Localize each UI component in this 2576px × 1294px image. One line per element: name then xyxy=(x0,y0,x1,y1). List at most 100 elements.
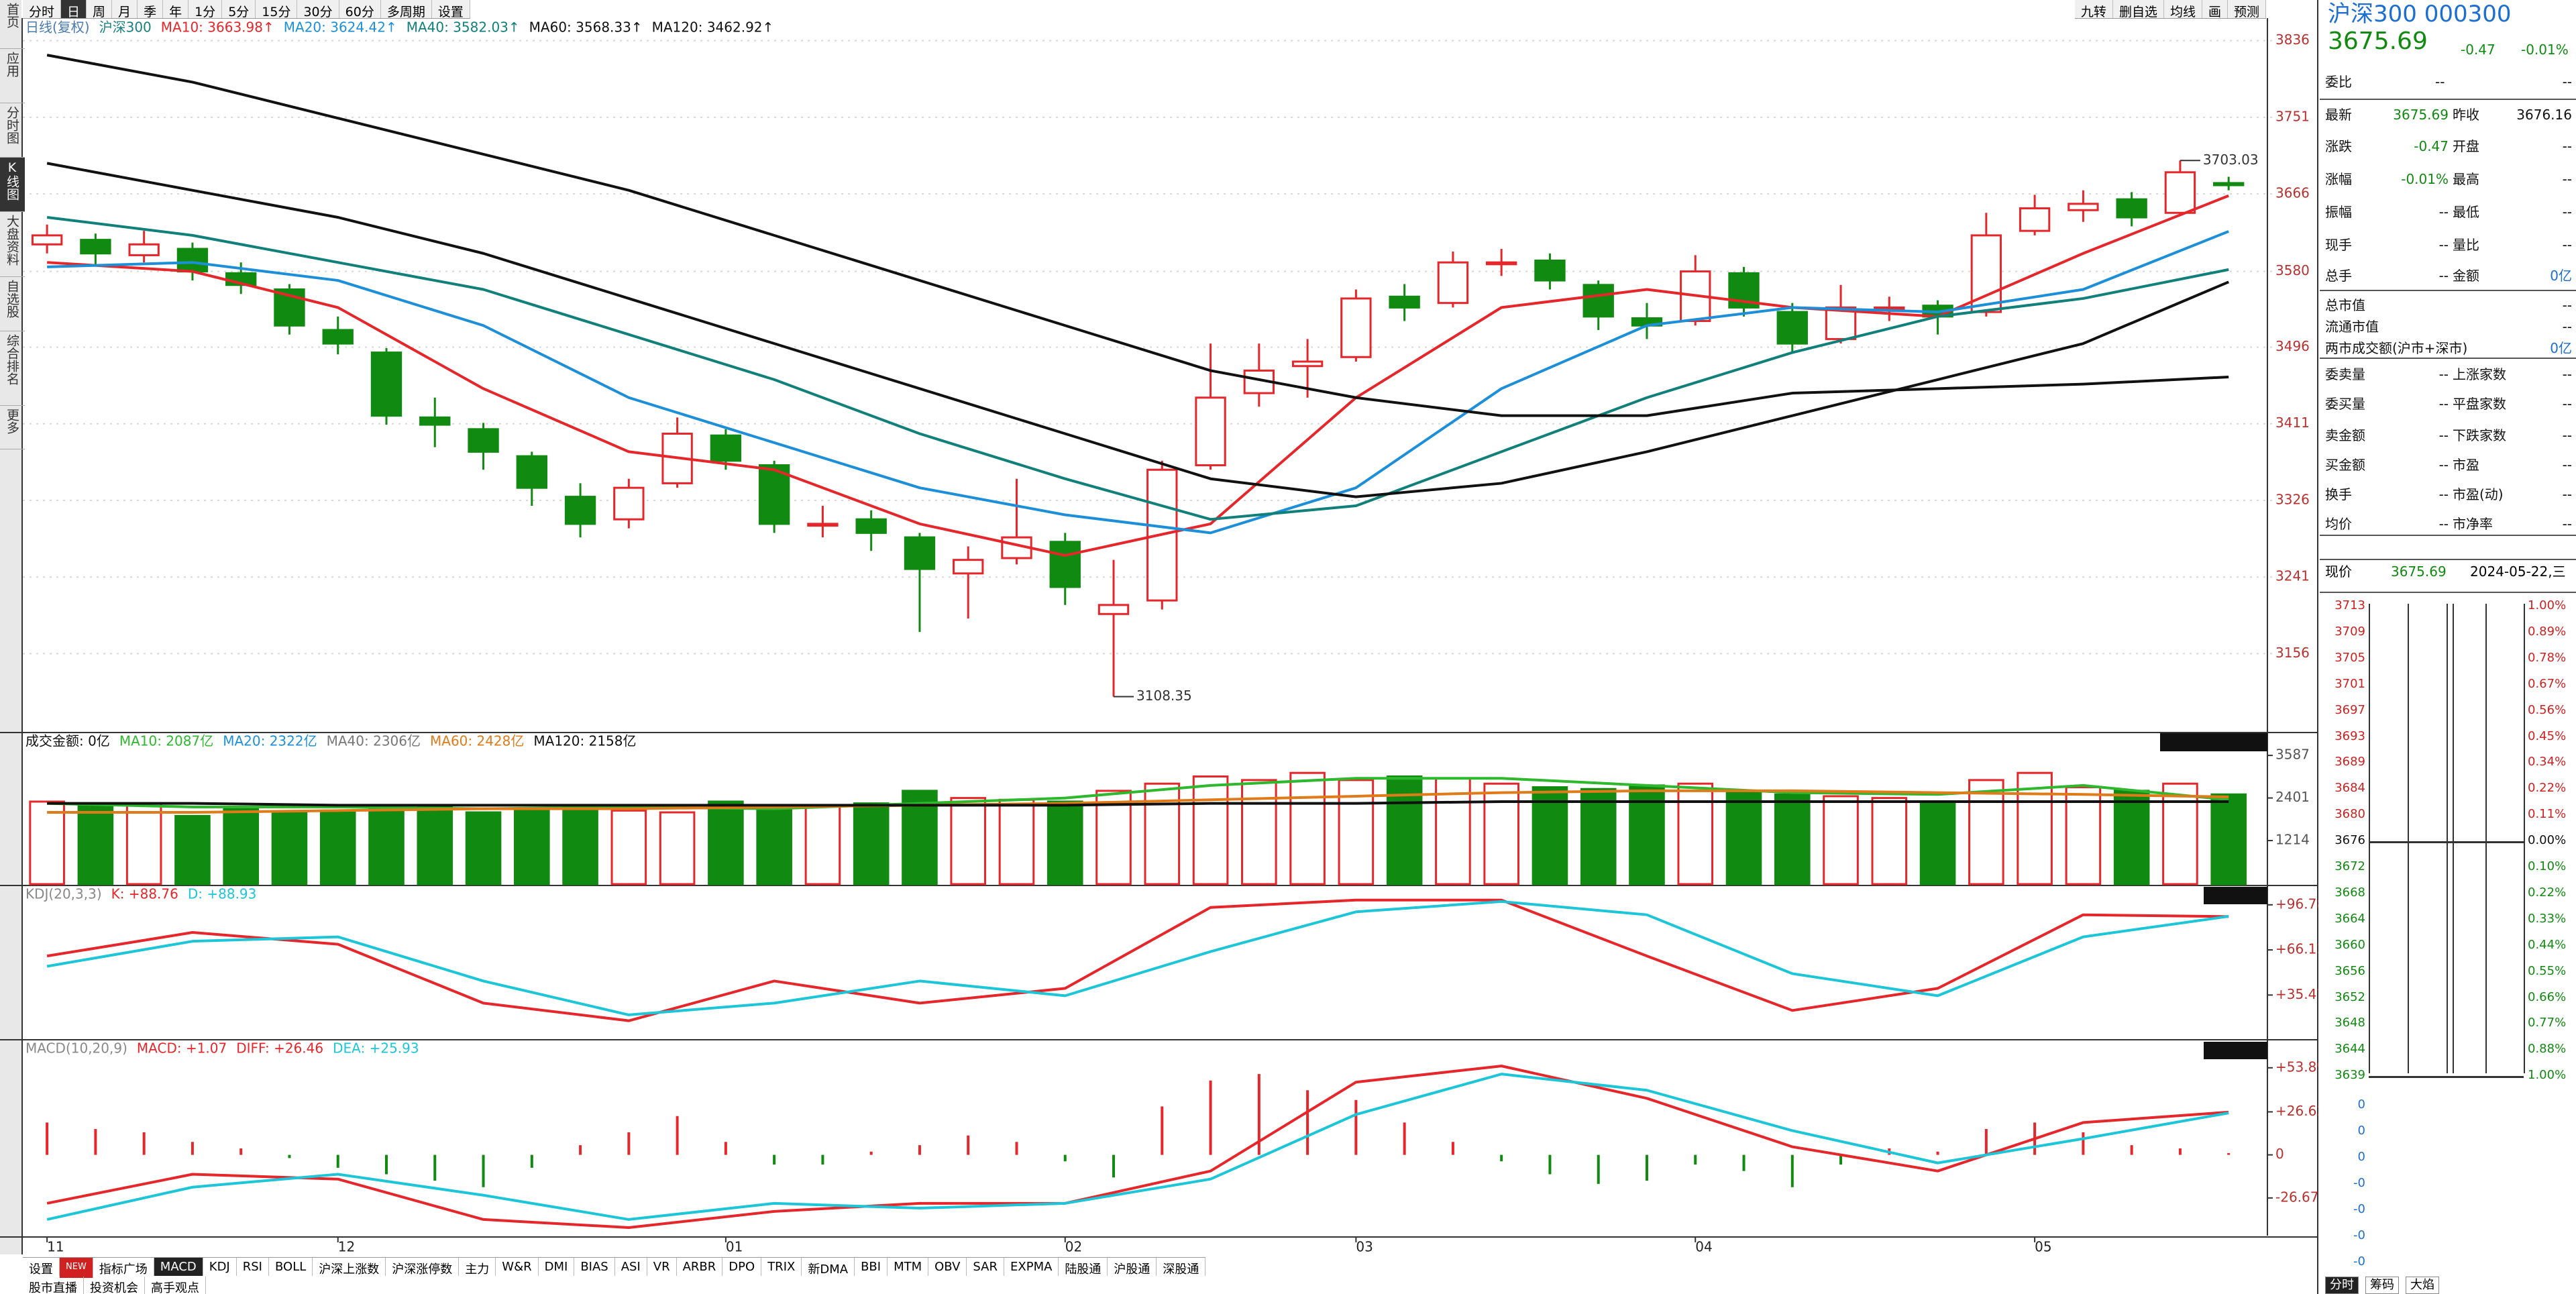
indicator-tab[interactable]: KDJ xyxy=(203,1258,237,1276)
x-tick-label: 11 xyxy=(47,1239,64,1255)
now-field: 3675.69 xyxy=(2391,563,2447,580)
tool-button[interactable]: 预测 xyxy=(2228,0,2266,19)
price-label: 3705 xyxy=(2334,650,2365,665)
period-button[interactable]: 1分 xyxy=(189,0,223,19)
side-tab[interactable]: 大焰 xyxy=(2406,1277,2439,1294)
panel-badge xyxy=(2204,887,2267,904)
period-button[interactable]: 多周期 xyxy=(381,0,432,19)
indicator-tab[interactable]: ASI xyxy=(615,1258,647,1276)
price-label: 3639 xyxy=(2334,1068,2365,1083)
legend-entry: DEA: +25.93 xyxy=(333,1040,419,1057)
volume-bar xyxy=(368,808,405,885)
indicator-tab[interactable]: ARBR xyxy=(677,1258,723,1276)
volume-bar xyxy=(1483,782,1519,885)
indicator-tab[interactable]: DPO xyxy=(722,1258,762,1276)
indicator-tab[interactable]: 陆股通 xyxy=(1059,1258,1108,1277)
sidebar-tab[interactable]: 首页 xyxy=(0,0,25,49)
indicator-tab[interactable]: 深股通 xyxy=(1157,1258,1206,1277)
legend-entry: MA120: 2158亿 xyxy=(533,733,636,749)
period-button[interactable]: 分时 xyxy=(23,0,62,19)
period-button[interactable]: 周 xyxy=(87,0,113,19)
period-button[interactable]: 60分 xyxy=(339,0,381,19)
candle-body xyxy=(1776,311,1808,345)
indicator-tab[interactable]: BIAS xyxy=(574,1258,615,1276)
indicator-line xyxy=(46,900,2229,1016)
indicator-line xyxy=(46,1065,2229,1229)
sidebar-tab[interactable]: 大盘资料 xyxy=(0,212,25,277)
indicator-tab[interactable]: 主力 xyxy=(459,1258,496,1277)
indicator-tab[interactable]: BBI xyxy=(855,1258,888,1276)
quote-field: -- xyxy=(2562,138,2572,154)
quote-field: 市盈 xyxy=(2453,457,2479,473)
sidebar-tab[interactable]: K线图 xyxy=(0,158,25,212)
volume-bar xyxy=(1580,788,1617,885)
bottom-tab[interactable]: 高手观点 xyxy=(145,1277,206,1294)
indicator-tab[interactable]: 指标广场 xyxy=(93,1258,154,1277)
indicator-line xyxy=(46,162,2229,498)
tool-button[interactable]: 删自选 xyxy=(2113,0,2164,19)
depth-label: 0 xyxy=(2357,1124,2365,1138)
indicator-tab[interactable]: TRIX xyxy=(761,1258,802,1276)
volume-bar xyxy=(29,800,65,885)
indicator-tab[interactable]: SAR xyxy=(967,1258,1005,1276)
sidebar-tab[interactable]: 自选股 xyxy=(0,277,25,331)
price-label: 3644 xyxy=(2334,1042,2365,1057)
indicator-tab[interactable]: RSI xyxy=(237,1258,269,1276)
indicator-tab[interactable]: 设置 xyxy=(23,1258,60,1277)
sidebar-tab[interactable]: 分时图 xyxy=(0,103,25,158)
sidebar-tab[interactable]: 更多 xyxy=(0,406,25,449)
indicator-tab[interactable]: VR xyxy=(647,1258,677,1276)
tool-button[interactable]: 均线 xyxy=(2164,0,2202,19)
volume-bar xyxy=(1095,790,1132,885)
quote-field: -- xyxy=(2438,457,2449,473)
period-button[interactable]: 日 xyxy=(61,0,87,19)
period-button[interactable]: 月 xyxy=(112,0,138,19)
candle-body xyxy=(468,428,499,453)
period-button[interactable]: 30分 xyxy=(297,0,339,19)
candle-body xyxy=(2116,198,2147,219)
indicator-tab[interactable]: NEW xyxy=(60,1258,93,1278)
quote-field: 3676.16 xyxy=(2516,107,2572,123)
period-button[interactable]: 5分 xyxy=(222,0,256,19)
sidebar-tab[interactable]: 应用 xyxy=(0,49,25,103)
indicator-tab[interactable]: 沪股通 xyxy=(1108,1258,1157,1277)
period-button[interactable]: 季 xyxy=(138,0,164,19)
bottom-tab[interactable]: 股市直播 xyxy=(23,1277,84,1294)
side-tab[interactable]: 分时 xyxy=(2325,1277,2359,1294)
percent-label: 0.11% xyxy=(2528,807,2567,822)
indicator-tab[interactable]: 沪深上涨数 xyxy=(313,1258,386,1277)
side-tab[interactable]: 筹码 xyxy=(2365,1277,2399,1294)
y-tick-label: +66.13 xyxy=(2275,941,2318,957)
period-button[interactable]: 设置 xyxy=(432,0,470,19)
x-tick-label: 05 xyxy=(2035,1239,2051,1255)
quote-field: 上涨家数 xyxy=(2453,366,2506,382)
indicator-tab[interactable]: MACD xyxy=(154,1258,203,1276)
indicator-tab[interactable]: W&R xyxy=(496,1258,539,1276)
indicator-tab[interactable]: BOLL xyxy=(269,1258,313,1276)
indicator-tab[interactable]: EXPMA xyxy=(1004,1258,1059,1276)
indicator-tab[interactable]: MTM xyxy=(888,1258,929,1276)
quote-field: 市盈(动) xyxy=(2453,486,2504,502)
indicator-tab[interactable]: 新DMA xyxy=(802,1258,855,1277)
tool-button[interactable]: 画 xyxy=(2202,0,2228,19)
quote-field: 委卖量 xyxy=(2325,366,2365,382)
volume-bar xyxy=(756,808,792,885)
bottom-tab[interactable]: 投资机会 xyxy=(84,1277,145,1294)
period-button[interactable]: 15分 xyxy=(256,0,298,19)
volume-bar xyxy=(1823,795,1859,885)
quote-field: 流通市值 xyxy=(2325,319,2379,335)
y-tick-label: 3411 xyxy=(2275,415,2310,431)
quote-panel: 沪深300 000300 3675.69 -0.47 -0.01% 委比 -- -- 最新 36… xyxy=(2320,0,2576,1294)
period-button[interactable]: 年 xyxy=(163,0,189,19)
quote-field: -- xyxy=(2562,486,2572,502)
legend-entry: MA10: 2087亿 xyxy=(119,733,213,749)
quote-field: 换手 xyxy=(2325,486,2352,502)
sidebar-tab[interactable]: 综合排名 xyxy=(0,331,25,406)
legend-entry: 成交金额: 0亿 xyxy=(25,733,110,749)
tool-button[interactable]: 九转 xyxy=(2075,0,2113,19)
percent-label: 0.34% xyxy=(2528,755,2567,769)
indicator-tab[interactable]: 沪深涨停数 xyxy=(386,1258,460,1277)
percent-label: 0.33% xyxy=(2528,911,2567,926)
indicator-tab[interactable]: DMI xyxy=(539,1258,575,1276)
indicator-tab[interactable]: OBV xyxy=(928,1258,967,1276)
